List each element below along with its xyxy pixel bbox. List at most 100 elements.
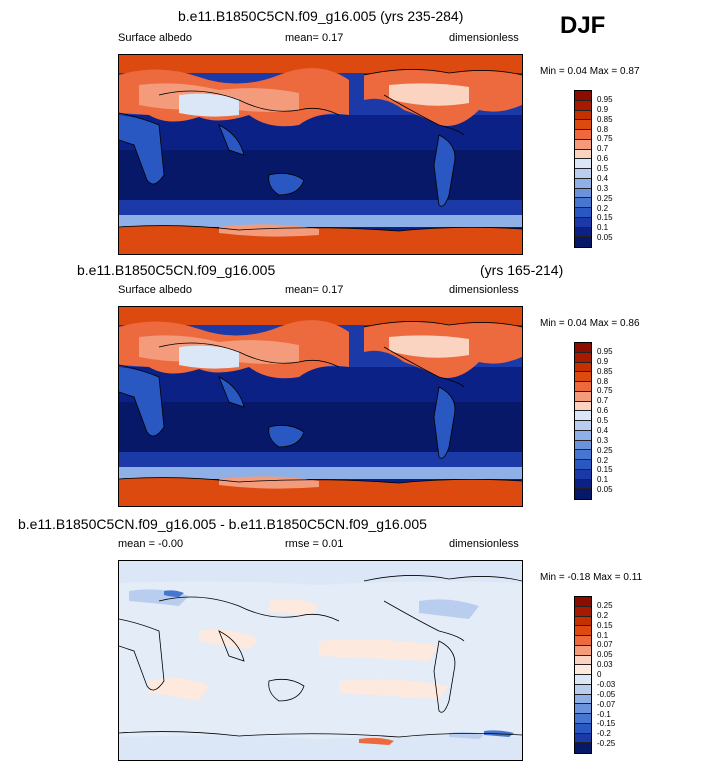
colorbar-tick-label: -0.1 [597, 709, 611, 719]
panel-3-map [118, 560, 523, 761]
colorbar-swatch [575, 723, 591, 734]
colorbar-swatch [575, 655, 591, 666]
panel-2-years: (yrs 165-214) [480, 262, 564, 278]
colorbar-tick-label: 0.9 [597, 356, 609, 366]
colorbar-swatch [575, 139, 591, 150]
colorbar-tick-label: 0.5 [597, 164, 609, 173]
colorbar-tick-label: 0.95 [597, 94, 613, 104]
colorbar-swatch [575, 391, 591, 402]
colorbar-swatch [575, 440, 591, 451]
colorbar-swatch [575, 130, 591, 140]
panel-1-title: b.e11.B1850C5CN.f09_g16.005 (yrs 235-284… [178, 8, 464, 24]
colorbar-tick-label: 0.25 [597, 193, 613, 203]
colorbar-tick-label: 0.8 [597, 376, 609, 386]
colorbar-swatch [575, 372, 591, 382]
colorbar-swatch [575, 450, 591, 460]
panel-2-colorbar [574, 342, 592, 500]
colorbar-swatch [575, 597, 591, 607]
colorbar-swatch [575, 684, 591, 695]
panel-2-left-label: Surface albedo [118, 284, 192, 296]
colorbar-swatch [575, 645, 591, 656]
colorbar-tick-label: 0 [597, 670, 602, 679]
colorbar-swatch [575, 626, 591, 636]
colorbar-tick-label: -0.07 [597, 699, 616, 709]
panel-1-map [118, 54, 523, 255]
panel-2-title: b.e11.B1850C5CN.f09_g16.005 [77, 262, 276, 278]
colorbar-tick-label: 0.2 [597, 455, 609, 465]
panel-1-minmax: Min = 0.04 Max = 0.87 [540, 66, 640, 77]
colorbar-tick-label: 0.05 [597, 233, 613, 243]
colorbar-tick-label: 0.1 [597, 630, 609, 640]
panel-1-map-graphic [119, 55, 522, 254]
colorbar-swatch [575, 665, 591, 675]
colorbar-tick-label: 0.6 [597, 154, 609, 164]
colorbar-tick-label: 0.1 [597, 475, 609, 485]
colorbar-swatch [575, 382, 591, 392]
colorbar-swatch [575, 227, 591, 238]
colorbar-tick-label: -0.25 [597, 739, 616, 749]
colorbar-tick-label: 0.1 [597, 223, 609, 233]
colorbar-tick-label: 0.15 [597, 465, 613, 475]
colorbar-swatch [575, 636, 591, 646]
colorbar-swatch [575, 149, 591, 160]
colorbar-tick-label: 0.15 [597, 213, 613, 223]
colorbar-tick-label: 0.75 [597, 134, 613, 144]
colorbar-swatch [575, 343, 591, 353]
panel-3-map-graphic [119, 561, 522, 760]
colorbar-tick-label: 0.7 [597, 396, 609, 406]
colorbar-swatch [575, 421, 591, 431]
colorbar-tick-label: 0.9 [597, 104, 609, 114]
colorbar-tick-label: 0.5 [597, 416, 609, 425]
colorbar-tick-label: 0.75 [597, 386, 613, 396]
panel-1-colorbar [574, 90, 592, 248]
colorbar-swatch [575, 208, 591, 218]
colorbar-tick-label: 0.3 [597, 435, 609, 445]
colorbar-tick-label: 0.2 [597, 203, 609, 213]
colorbar-swatch [575, 188, 591, 199]
colorbar-tick-label: 0.7 [597, 144, 609, 154]
colorbar-tick-label: -0.05 [597, 689, 616, 699]
colorbar-swatch [575, 217, 591, 228]
colorbar-tick-label: 0.6 [597, 406, 609, 416]
panel-1-units-label: dimensionless [449, 32, 519, 44]
colorbar-tick-label: 0.3 [597, 183, 609, 193]
colorbar-swatch [575, 120, 591, 130]
colorbar-swatch [575, 91, 591, 101]
panel-1-mean-label: mean= 0.17 [285, 32, 344, 44]
colorbar-swatch [575, 110, 591, 121]
colorbar-tick-label: 0.4 [597, 173, 609, 183]
colorbar-swatch [575, 714, 591, 724]
colorbar-swatch [575, 479, 591, 490]
colorbar-swatch [575, 362, 591, 373]
colorbar-swatch [575, 675, 591, 685]
colorbar-swatch [575, 694, 591, 705]
panel-3-colorbar [574, 596, 592, 754]
panel-3-minmax: Min = -0.18 Max = 0.11 [540, 572, 643, 583]
colorbar-tick-label: 0.03 [597, 660, 613, 670]
colorbar-swatch [575, 489, 591, 499]
colorbar-tick-label: -0.2 [597, 729, 611, 739]
colorbar-swatch [575, 743, 591, 753]
colorbar-tick-label: 0.95 [597, 346, 613, 356]
season-label: DJF [560, 12, 606, 39]
colorbar-swatch [575, 460, 591, 470]
panel-2-map [118, 306, 523, 507]
panel-2-mean-label: mean= 0.17 [285, 284, 344, 296]
panel-3-mean-label: mean = -0.00 [118, 538, 184, 550]
panel-2-units-label: dimensionless [449, 284, 519, 296]
colorbar-swatch [575, 616, 591, 627]
colorbar-tick-label: -0.03 [597, 679, 616, 689]
colorbar-swatch [575, 430, 591, 441]
colorbar-swatch [575, 411, 591, 421]
colorbar-swatch [575, 733, 591, 744]
panel-3-rmse-label: rmse = 0.01 [285, 538, 344, 550]
colorbar-tick-label: 0.05 [597, 485, 613, 495]
panel-3-title: b.e11.B1850C5CN.f09_g16.005 - b.e11.B185… [18, 516, 427, 532]
colorbar-swatch [575, 169, 591, 179]
panel-1-left-label: Surface albedo [118, 32, 192, 44]
colorbar-swatch [575, 352, 591, 363]
colorbar-tick-label: 0.25 [597, 600, 613, 610]
panel-3-units-label: dimensionless [449, 538, 519, 550]
colorbar-tick-label: 0.4 [597, 425, 609, 435]
colorbar-tick-label: 0.15 [597, 620, 613, 630]
